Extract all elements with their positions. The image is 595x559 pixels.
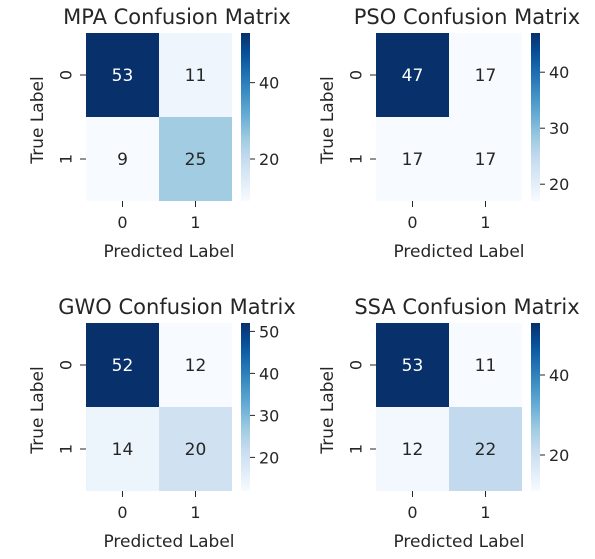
chart-title: MPA Confusion Matrix xyxy=(63,5,291,29)
cell-value-label: 17 xyxy=(475,150,497,170)
x-tick-label: 1 xyxy=(480,503,490,522)
heatmap-cell xyxy=(86,117,159,201)
y-tick-label: 0 xyxy=(347,360,366,370)
cell-value-label: 47 xyxy=(402,66,424,86)
colorbar-tick-label: 40 xyxy=(259,364,279,383)
y-tick-label: 1 xyxy=(57,154,76,164)
x-tick-label: 1 xyxy=(190,213,200,232)
cell-value-label: 17 xyxy=(402,150,424,170)
colorbar-tick-label: 40 xyxy=(549,63,569,82)
heatmap-cell xyxy=(376,323,449,407)
heatmap-cell xyxy=(449,117,522,201)
heatmap-cell xyxy=(159,323,232,407)
x-tick-label: 1 xyxy=(480,213,490,232)
y-axis-label: True Label xyxy=(318,76,338,164)
cell-value-label: 52 xyxy=(112,356,134,376)
y-axis-label: True Label xyxy=(318,366,338,454)
colorbar-tick-label: 20 xyxy=(259,448,279,467)
y-tick-label: 0 xyxy=(57,70,76,80)
colorbar-tick-label: 40 xyxy=(259,74,279,93)
x-tick-label: 0 xyxy=(407,213,417,232)
cell-value-label: 11 xyxy=(185,66,207,86)
cell-value-label: 25 xyxy=(185,150,207,170)
heatmap-cell xyxy=(376,407,449,491)
cell-value-label: 11 xyxy=(475,356,497,376)
y-tick-label: 1 xyxy=(57,444,76,454)
confusion-matrix-panel-3: 52 12 14 20 GWO Confusion Matrix 0 1 Predicted … xyxy=(28,295,296,552)
colorbar xyxy=(241,33,250,201)
chart-title: GWO Confusion Matrix xyxy=(58,295,296,319)
heatmap-cell xyxy=(449,323,522,407)
colorbar-tick-label: 50 xyxy=(259,322,279,341)
heatmap-cell xyxy=(376,33,449,117)
x-tick-label: 0 xyxy=(117,503,127,522)
cell-value-label: 9 xyxy=(117,150,128,170)
x-axis-label: Predicted Label xyxy=(393,532,524,552)
heatmap-cell xyxy=(159,407,232,491)
x-axis-label: Predicted Label xyxy=(103,242,234,262)
colorbar-tick-label: 20 xyxy=(259,150,279,169)
x-tick-label: 0 xyxy=(117,213,127,232)
x-axis-label: Predicted Label xyxy=(393,242,524,262)
colorbar-tick-label: 30 xyxy=(549,119,569,138)
cell-value-label: 14 xyxy=(112,440,134,460)
y-tick-label: 0 xyxy=(57,360,76,370)
confusion-matrix-panel-4: 53 11 12 22 SSA Confusion Matrix 0 1 Predicted … xyxy=(318,295,580,552)
y-tick-label: 0 xyxy=(347,70,366,80)
chart-title: PSO Confusion Matrix xyxy=(354,5,580,29)
heatmap-cell xyxy=(376,117,449,201)
cell-value-label: 53 xyxy=(112,66,134,86)
x-tick-label: 0 xyxy=(407,503,417,522)
colorbar xyxy=(531,33,540,201)
x-tick-label: 1 xyxy=(190,503,200,522)
colorbar-tick-label: 40 xyxy=(549,366,569,385)
cell-value-label: 12 xyxy=(185,356,207,376)
chart-title: SSA Confusion Matrix xyxy=(354,295,579,319)
y-tick-label: 1 xyxy=(347,154,366,164)
colorbar-tick-label: 30 xyxy=(259,406,279,425)
heatmap-cell xyxy=(449,407,522,491)
heatmap-cell xyxy=(86,407,159,491)
colorbar xyxy=(531,323,540,491)
confusion-matrix-panel-2: 47 17 17 17 PSO Confusion Matrix 0 1 Predicted … xyxy=(318,5,580,262)
heatmap-cell xyxy=(159,117,232,201)
cell-value-label: 17 xyxy=(475,66,497,86)
colorbar-tick-label: 20 xyxy=(549,446,569,465)
x-axis-label: Predicted Label xyxy=(103,532,234,552)
cell-value-label: 12 xyxy=(402,440,424,460)
cell-value-label: 20 xyxy=(185,440,207,460)
cell-value-label: 22 xyxy=(475,440,497,460)
heatmap-cell xyxy=(86,33,159,117)
heatmap-cell xyxy=(449,33,522,117)
y-axis-label: True Label xyxy=(28,76,48,164)
colorbar xyxy=(241,323,250,491)
y-axis-label: True Label xyxy=(28,366,48,454)
heatmap-cell xyxy=(86,323,159,407)
y-tick-label: 1 xyxy=(347,444,366,454)
colorbar-tick-label: 20 xyxy=(549,175,569,194)
confusion-matrix-panel-1: 53 11 9 25 MPA Confusion Matrix 0 1 Predicted L… xyxy=(28,5,291,262)
heatmap-cell xyxy=(159,33,232,117)
cell-value-label: 53 xyxy=(402,356,424,376)
